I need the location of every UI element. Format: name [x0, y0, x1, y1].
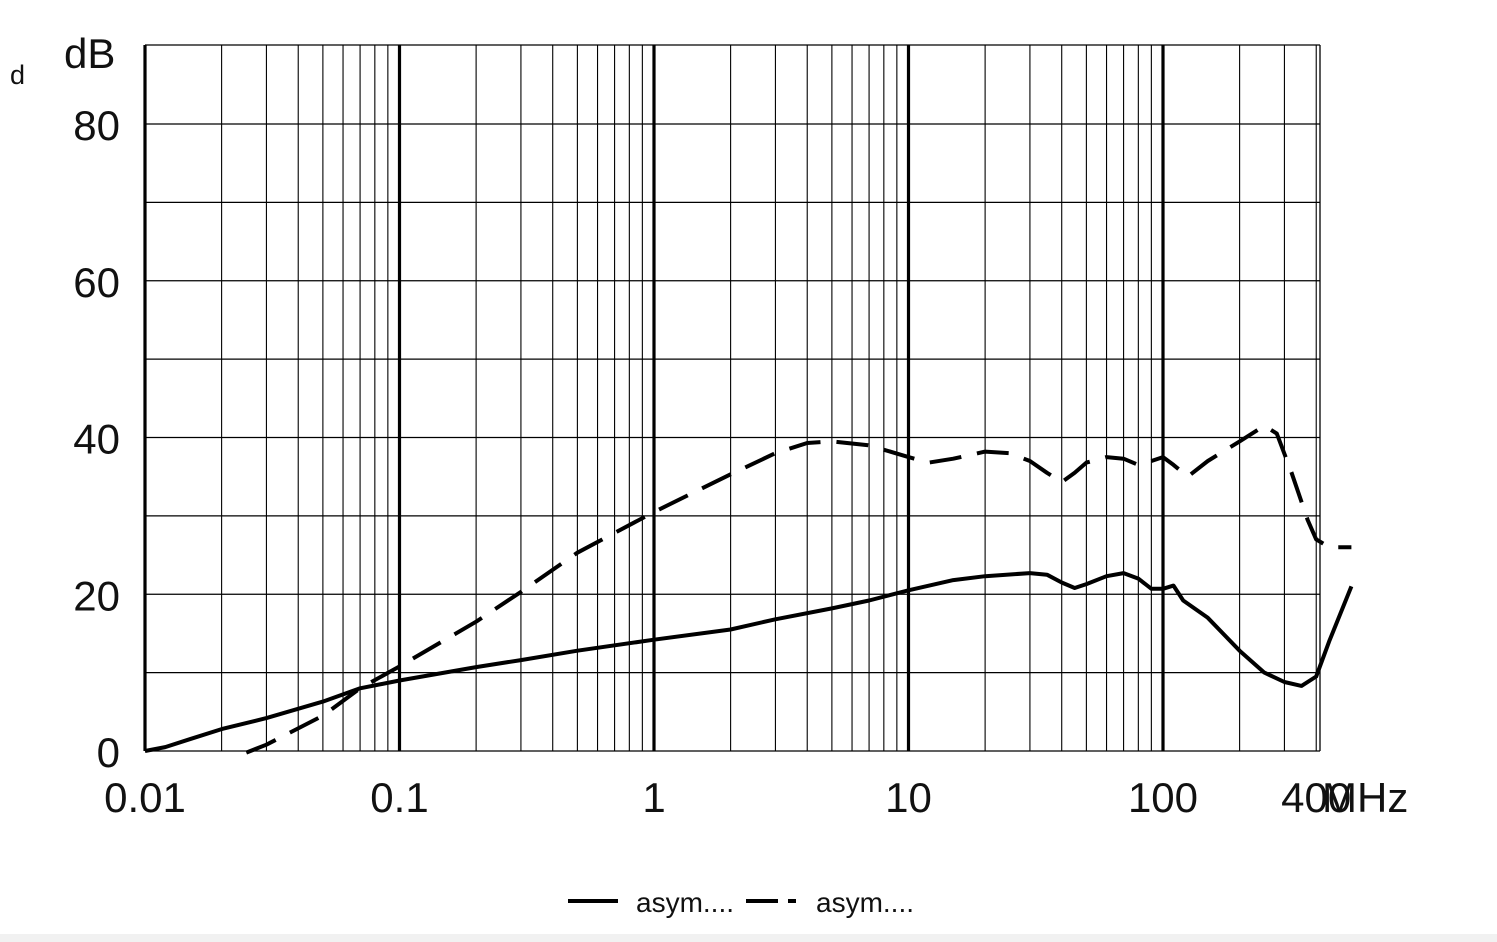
legend-label: asym....: [816, 887, 914, 918]
x-tick-label: 1: [642, 774, 665, 821]
series-line-solid: [144, 571, 1354, 753]
series-line-dashed: [245, 423, 1352, 755]
y-tick-label: 80: [73, 102, 120, 149]
y-axis-unit-label: dB: [64, 30, 115, 77]
legend-label: asym....: [636, 887, 734, 918]
x-tick-label: 10: [885, 774, 932, 821]
x-tick-label: 0.01: [104, 774, 186, 821]
chart-ticks: 0.01 0.1 1 10 100 400 0 20 40 60 80: [73, 102, 1351, 821]
y-tick-label: 40: [73, 416, 120, 463]
bottom-divider: [0, 934, 1497, 942]
legend-item: asym....: [568, 887, 734, 918]
corner-label: d: [10, 60, 25, 90]
chart-grid: [143, 44, 1321, 752]
y-tick-label: 60: [73, 259, 120, 306]
y-tick-label: 0: [97, 729, 120, 776]
chart-series: [144, 423, 1354, 755]
legend-item: asym....: [746, 887, 914, 918]
y-tick-label: 20: [73, 572, 120, 619]
chart-legend: asym.... asym....: [568, 887, 914, 918]
x-tick-label: 400: [1281, 774, 1351, 821]
x-tick-label: 0.1: [370, 774, 428, 821]
x-axis-unit-label: MHz: [1322, 774, 1408, 821]
chart-labels: d dB MHz: [10, 30, 1408, 821]
x-tick-label: 100: [1128, 774, 1198, 821]
